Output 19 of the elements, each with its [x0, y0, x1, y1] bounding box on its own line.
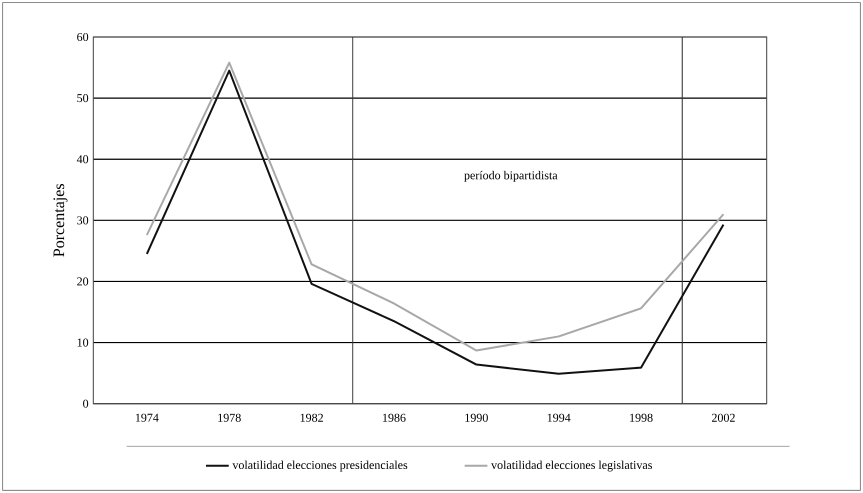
legend-label: volatilidad elecciones legislativas	[491, 460, 652, 472]
legend-label: volatilidad elecciones presidenciales	[232, 460, 408, 472]
y-tick-label: 50	[77, 94, 88, 102]
x-tick-label: 1978	[218, 414, 241, 422]
y-tick-label: 30	[77, 216, 88, 224]
y-tick-label: 60	[77, 32, 88, 42]
y-tick-label: 20	[77, 277, 88, 286]
y-axis-title: Porcentajes	[53, 184, 68, 257]
x-tick-label: 1990	[465, 414, 488, 422]
x-tick-label: 1998	[630, 414, 653, 422]
y-tick-label: 40	[76, 155, 88, 164]
annotation: período bipartidista	[464, 170, 558, 182]
x-tick-label: 2002	[712, 414, 735, 422]
x-tick-label: 1994	[548, 414, 571, 422]
x-tick-label: 1982	[300, 414, 323, 422]
y-tick-label: 10	[78, 338, 88, 347]
x-tick-label: 1986	[383, 414, 406, 422]
x-tick-label: 1974	[136, 414, 159, 422]
y-tick-label: 0	[83, 400, 88, 408]
